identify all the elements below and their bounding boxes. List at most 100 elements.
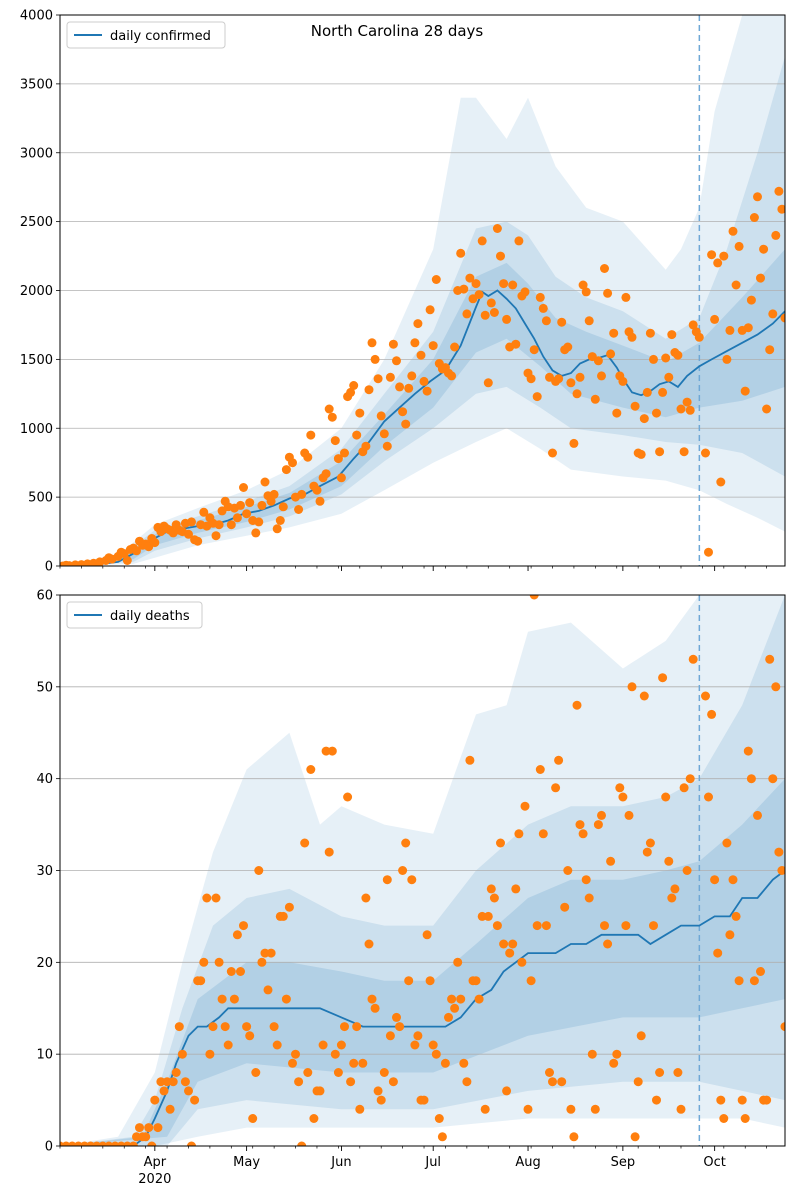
data-point: [410, 338, 420, 348]
data-point: [376, 1095, 386, 1105]
data-point: [303, 1068, 313, 1077]
legend-label: daily confirmed: [110, 29, 211, 44]
data-point: [612, 1049, 622, 1059]
data-point: [288, 1058, 297, 1068]
data-point: [128, 1141, 138, 1146]
x-tick-label: Jun: [330, 1155, 351, 1170]
data-point: [639, 691, 649, 701]
data-point: [361, 893, 371, 903]
data-point: [416, 350, 426, 360]
data-point: [499, 939, 509, 949]
data-point: [456, 994, 466, 1004]
data-point: [190, 1095, 200, 1105]
data-point: [489, 308, 499, 317]
data-point: [566, 1104, 576, 1114]
data-point: [199, 507, 209, 517]
data-point: [756, 967, 765, 976]
data-point: [330, 436, 340, 446]
data-point: [398, 407, 408, 417]
data-point: [297, 489, 307, 499]
data-point: [474, 994, 484, 1004]
data-point: [251, 1068, 261, 1077]
data-point: [538, 303, 548, 313]
data-point: [694, 332, 704, 342]
data-point: [367, 338, 377, 348]
data-point: [480, 310, 490, 320]
data-point: [364, 385, 374, 395]
data-point: [713, 948, 723, 958]
data-point: [413, 319, 423, 329]
data-point: [597, 371, 606, 381]
data-point: [272, 524, 282, 534]
data-point: [440, 1058, 450, 1068]
data-point: [352, 1022, 362, 1032]
data-point: [254, 866, 264, 875]
data-point: [346, 387, 356, 397]
data-point: [254, 517, 264, 527]
data-point: [667, 893, 677, 903]
data-point: [150, 1095, 160, 1105]
data-point: [538, 829, 548, 839]
data-point: [229, 994, 239, 1004]
data-point: [636, 449, 646, 459]
data-point: [774, 186, 784, 196]
data-point: [590, 1104, 600, 1114]
data-point: [184, 529, 193, 539]
data-point: [701, 448, 710, 458]
data-point: [587, 1049, 597, 1059]
data-point: [278, 502, 288, 512]
data-point: [165, 1104, 175, 1114]
y-tick-label: 0: [45, 560, 53, 575]
data-point: [349, 381, 359, 390]
data-point: [242, 509, 252, 519]
data-point: [710, 875, 720, 885]
data-point: [226, 967, 236, 976]
data-point: [621, 921, 631, 931]
data-point: [321, 469, 331, 479]
data-point: [407, 371, 417, 381]
data-point: [508, 939, 518, 949]
data-point: [462, 309, 472, 319]
data-point: [177, 1049, 187, 1059]
data-point: [236, 500, 245, 510]
data-point: [211, 531, 221, 541]
data-point: [153, 1123, 163, 1133]
y-tick-label: 1500: [20, 353, 53, 368]
data-point: [606, 856, 616, 866]
data-point: [731, 280, 741, 290]
data-point: [753, 810, 762, 820]
data-point: [202, 893, 212, 903]
data-point: [701, 691, 710, 701]
data-point: [159, 1086, 169, 1096]
data-point: [768, 309, 778, 319]
data-point: [532, 921, 542, 931]
y-tick-label: 0: [45, 1140, 53, 1155]
data-point: [597, 810, 606, 820]
plot-area: [60, 595, 785, 1146]
data-point: [333, 454, 343, 464]
data-point: [266, 496, 276, 506]
data-point: [336, 1040, 346, 1050]
data-point: [749, 213, 759, 222]
data-point: [388, 339, 398, 349]
data-point: [667, 330, 677, 340]
data-point: [266, 948, 276, 958]
data-point: [174, 1022, 184, 1032]
data-point: [661, 792, 671, 802]
y-tick-label: 50: [36, 680, 53, 695]
data-point: [780, 313, 785, 323]
data-point: [541, 316, 551, 326]
data-point: [762, 404, 772, 414]
data-point: [545, 1068, 554, 1077]
data-point: [122, 556, 132, 565]
legend-box: [66, 21, 226, 49]
data-point: [551, 783, 561, 793]
data-point: [526, 374, 536, 384]
data-point: [156, 1077, 166, 1087]
data-point: [232, 513, 242, 523]
data-point: [333, 1068, 343, 1077]
data-point: [407, 875, 417, 885]
data-point: [762, 1095, 772, 1105]
data-point: [318, 1040, 328, 1050]
plot-area: [60, 15, 785, 566]
